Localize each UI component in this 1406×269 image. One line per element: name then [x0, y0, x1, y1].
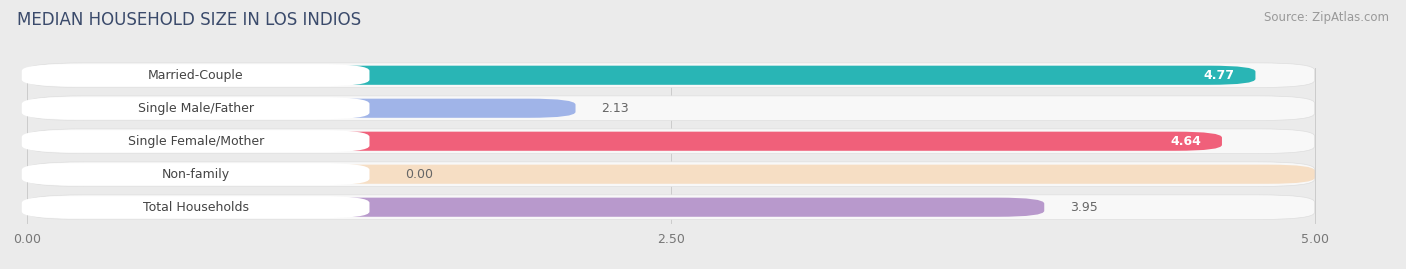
Text: 0.00: 0.00 — [405, 168, 433, 181]
Text: 2.13: 2.13 — [602, 102, 628, 115]
Text: Non-family: Non-family — [162, 168, 229, 181]
Text: 4.64: 4.64 — [1170, 135, 1201, 148]
FancyBboxPatch shape — [21, 97, 370, 119]
Text: Total Households: Total Households — [142, 201, 249, 214]
Text: Single Female/Mother: Single Female/Mother — [128, 135, 264, 148]
FancyBboxPatch shape — [27, 165, 1315, 184]
FancyBboxPatch shape — [27, 132, 1222, 151]
Text: Single Male/Father: Single Male/Father — [138, 102, 253, 115]
FancyBboxPatch shape — [27, 99, 575, 118]
Text: MEDIAN HOUSEHOLD SIZE IN LOS INDIOS: MEDIAN HOUSEHOLD SIZE IN LOS INDIOS — [17, 11, 361, 29]
Text: 3.95: 3.95 — [1070, 201, 1098, 214]
FancyBboxPatch shape — [27, 66, 1256, 85]
FancyBboxPatch shape — [21, 163, 370, 185]
FancyBboxPatch shape — [27, 162, 1315, 187]
Text: 4.77: 4.77 — [1204, 69, 1234, 82]
FancyBboxPatch shape — [21, 130, 370, 152]
Text: Married-Couple: Married-Couple — [148, 69, 243, 82]
FancyBboxPatch shape — [27, 195, 1315, 220]
FancyBboxPatch shape — [27, 63, 1315, 88]
FancyBboxPatch shape — [27, 96, 1315, 121]
Text: Source: ZipAtlas.com: Source: ZipAtlas.com — [1264, 11, 1389, 24]
FancyBboxPatch shape — [21, 64, 370, 86]
FancyBboxPatch shape — [21, 196, 370, 218]
FancyBboxPatch shape — [27, 129, 1315, 154]
FancyBboxPatch shape — [27, 198, 1045, 217]
